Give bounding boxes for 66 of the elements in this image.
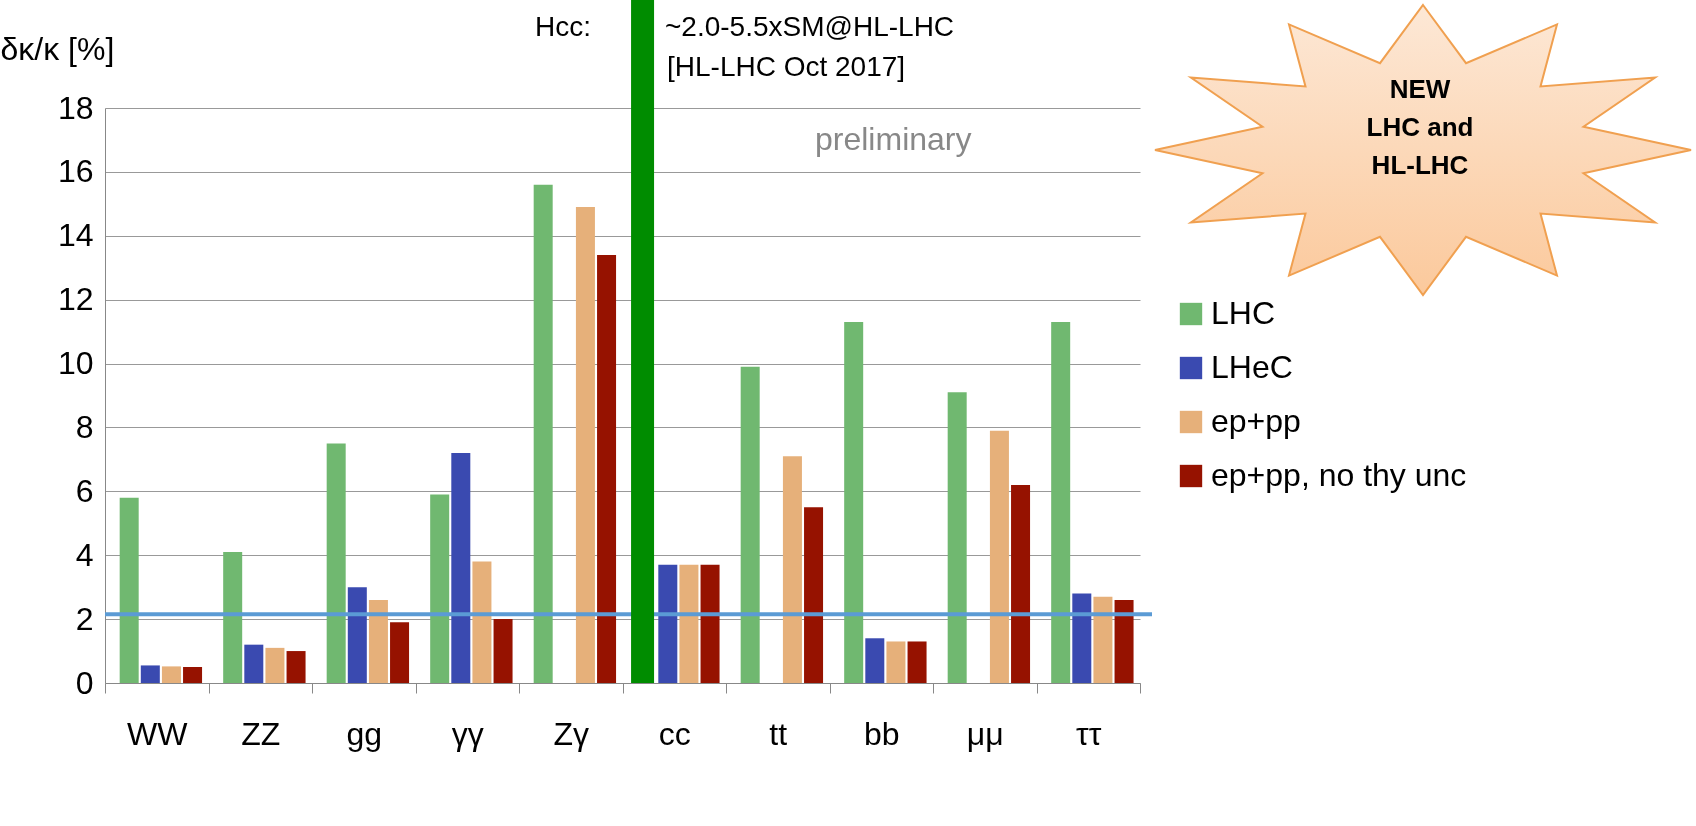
bar — [493, 619, 513, 683]
bar — [1072, 593, 1092, 683]
bar — [1093, 596, 1113, 683]
bar — [1114, 599, 1134, 683]
bar — [472, 561, 492, 683]
bar — [1011, 484, 1031, 683]
bar — [740, 366, 760, 683]
bar — [451, 453, 471, 683]
y-tick-label: 18 — [57, 89, 94, 126]
bar — [140, 665, 160, 683]
bar — [782, 456, 802, 683]
bar — [533, 184, 553, 683]
bar — [390, 622, 410, 683]
annotation: preliminary — [815, 121, 972, 157]
text: NEW LHC and HL-LHC — [1365, 73, 1475, 182]
bar — [575, 207, 595, 683]
bar — [183, 667, 203, 683]
text: [HL-LHC Oct 2017] — [667, 51, 906, 82]
y-axis-title: δκ/κ [%] — [0, 30, 115, 67]
y-tick-label: 8 — [75, 408, 94, 445]
y-tick-label: 6 — [75, 472, 94, 509]
y-tick-label: 16 — [57, 153, 94, 190]
bar — [265, 647, 285, 683]
bar — [886, 641, 906, 683]
bar — [368, 599, 388, 683]
x-tick-label: gg — [346, 715, 383, 752]
x-tick-label: Zγ — [553, 715, 590, 752]
y-tick-label: 12 — [57, 281, 94, 318]
x-tick-label: bb — [863, 715, 900, 752]
bar — [244, 644, 264, 683]
bar — [989, 430, 1009, 683]
bar — [700, 564, 720, 683]
x-tick-label: γγ — [451, 715, 484, 752]
bar — [347, 587, 367, 683]
legend-label: ep+pp — [1211, 403, 1301, 439]
text: Hcc: — [535, 11, 591, 42]
bar — [223, 552, 243, 683]
x-tick-label: μμ — [966, 715, 1004, 752]
y-tick-label: 14 — [57, 217, 94, 254]
bar — [1051, 322, 1071, 683]
y-tick-label: 10 — [57, 345, 94, 382]
bar — [844, 322, 864, 683]
bar — [804, 507, 824, 683]
bar — [865, 638, 885, 683]
bar — [679, 564, 699, 683]
x-tick-label: WW — [127, 715, 189, 752]
bar — [119, 497, 139, 683]
y-tick-label: 0 — [75, 664, 94, 701]
x-tick-label: tt — [769, 715, 788, 752]
y-tick-label: 4 — [75, 536, 94, 573]
bar — [161, 666, 181, 683]
bar — [430, 494, 450, 683]
x-tick-label: ZZ — [241, 715, 281, 752]
y-tick-label: 2 — [75, 600, 94, 637]
bar — [326, 443, 346, 683]
bar — [947, 392, 967, 683]
legend-label: LHeC — [1211, 349, 1293, 385]
bar — [597, 254, 617, 683]
bar — [907, 641, 927, 683]
legend-label: ep+pp, no thy unc — [1211, 457, 1467, 493]
bar — [286, 651, 306, 683]
x-tick-label: cc — [658, 715, 691, 752]
bar — [658, 564, 678, 683]
legend-label: LHC — [1211, 295, 1276, 331]
text: ~2.0-5.5xSM@HL-LHC — [665, 11, 955, 42]
x-tick-label: ττ — [1076, 715, 1102, 752]
